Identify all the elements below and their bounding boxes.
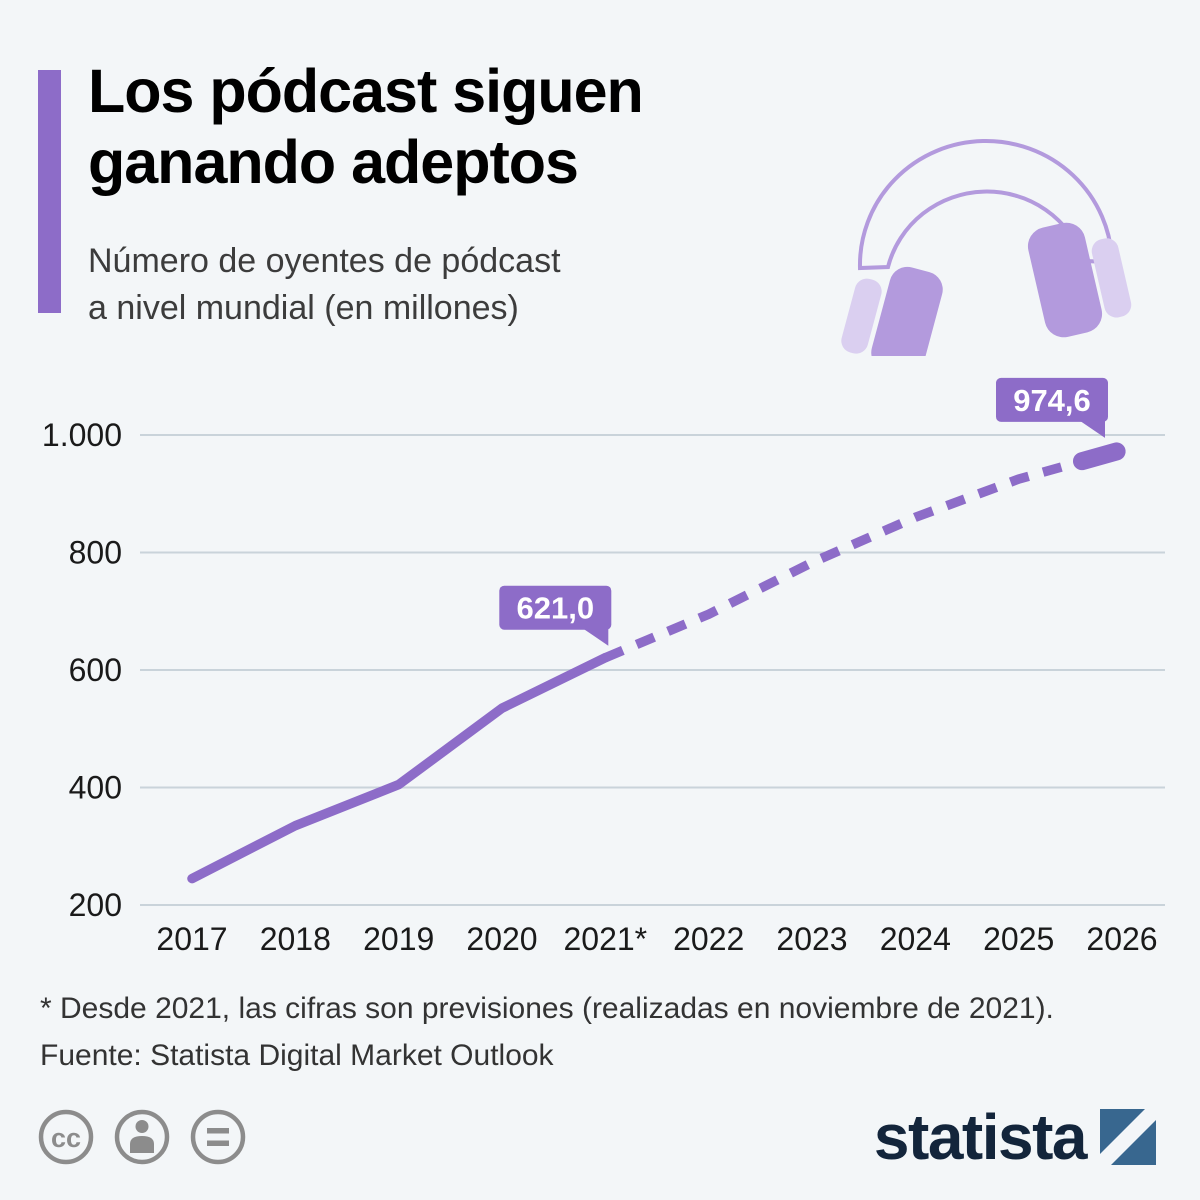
y-axis-label: 200 xyxy=(69,887,122,923)
attribution-icon[interactable] xyxy=(114,1109,170,1165)
data-label-badge: 974,6 xyxy=(996,377,1108,438)
x-axis-label: 2022 xyxy=(673,921,744,957)
line-chart: 200 400 600 800 1.000 2017 2018 2019 2020 2021* 20… xyxy=(42,377,1165,957)
svg-text:cc: cc xyxy=(51,1123,81,1153)
audio-jack-icon xyxy=(1072,442,1126,471)
svg-text:621,0: 621,0 xyxy=(517,591,595,626)
equal-icon[interactable] xyxy=(190,1109,246,1165)
x-axis-label: 2019 xyxy=(363,921,434,957)
line-actual xyxy=(187,652,611,884)
headphones-icon xyxy=(841,138,1132,356)
subtitle-line-1: Número de oyentes de pódcast xyxy=(88,242,561,280)
right-ear-pad xyxy=(1091,238,1132,318)
x-axis-label: 2023 xyxy=(776,921,847,957)
title-line-2: ganando adeptos xyxy=(88,127,579,196)
footnote-text: * Desde 2021, las cifras son previsiones… xyxy=(40,992,1054,1025)
title-line-1: Los pódcast siguen xyxy=(88,57,644,125)
page-title: Los pódcast siguen ganando adeptos xyxy=(88,56,644,198)
line-forecast xyxy=(603,445,1124,663)
x-axis-label: 2021* xyxy=(563,921,647,957)
statista-wordmark: statista xyxy=(873,1101,1088,1173)
subtitle-line-2: a nivel mundial (en millones) xyxy=(88,288,519,327)
x-axis-label: 2026 xyxy=(1086,921,1157,957)
statista-logo-icon xyxy=(1100,1109,1156,1165)
footnotes: * Desde 2021, las cifras son previsiones… xyxy=(40,986,1054,1079)
headphones-band xyxy=(857,138,1115,271)
y-axis-label: 600 xyxy=(69,652,122,688)
title-accent-bar xyxy=(38,70,61,313)
x-axis-label: 2018 xyxy=(260,921,331,957)
statista-logo[interactable]: statista xyxy=(874,1100,1156,1174)
license-icons: cc xyxy=(38,1109,246,1165)
source-text: Fuente: Statista Digital Market Outlook xyxy=(40,1038,554,1072)
svg-text:974,6: 974,6 xyxy=(1013,383,1091,418)
x-axis-label: 2024 xyxy=(880,921,951,957)
left-ear-cup xyxy=(871,266,943,356)
right-ear-cup xyxy=(1027,222,1103,338)
cc-icon[interactable]: cc xyxy=(38,1109,94,1165)
y-axis-label: 1.000 xyxy=(42,417,122,453)
x-axis-label: 2020 xyxy=(466,921,537,957)
page-subtitle: Número de oyentes de pódcast a nivel mun… xyxy=(88,238,561,332)
left-ear-pad xyxy=(841,278,882,354)
x-axis-label: 2025 xyxy=(983,921,1054,957)
y-axis-label: 400 xyxy=(69,770,122,806)
data-label-badge: 621,0 xyxy=(499,585,612,646)
x-axis-label: 2017 xyxy=(156,921,227,957)
y-axis-label: 800 xyxy=(69,535,122,571)
footer-bar: cc statista xyxy=(36,1100,1156,1174)
